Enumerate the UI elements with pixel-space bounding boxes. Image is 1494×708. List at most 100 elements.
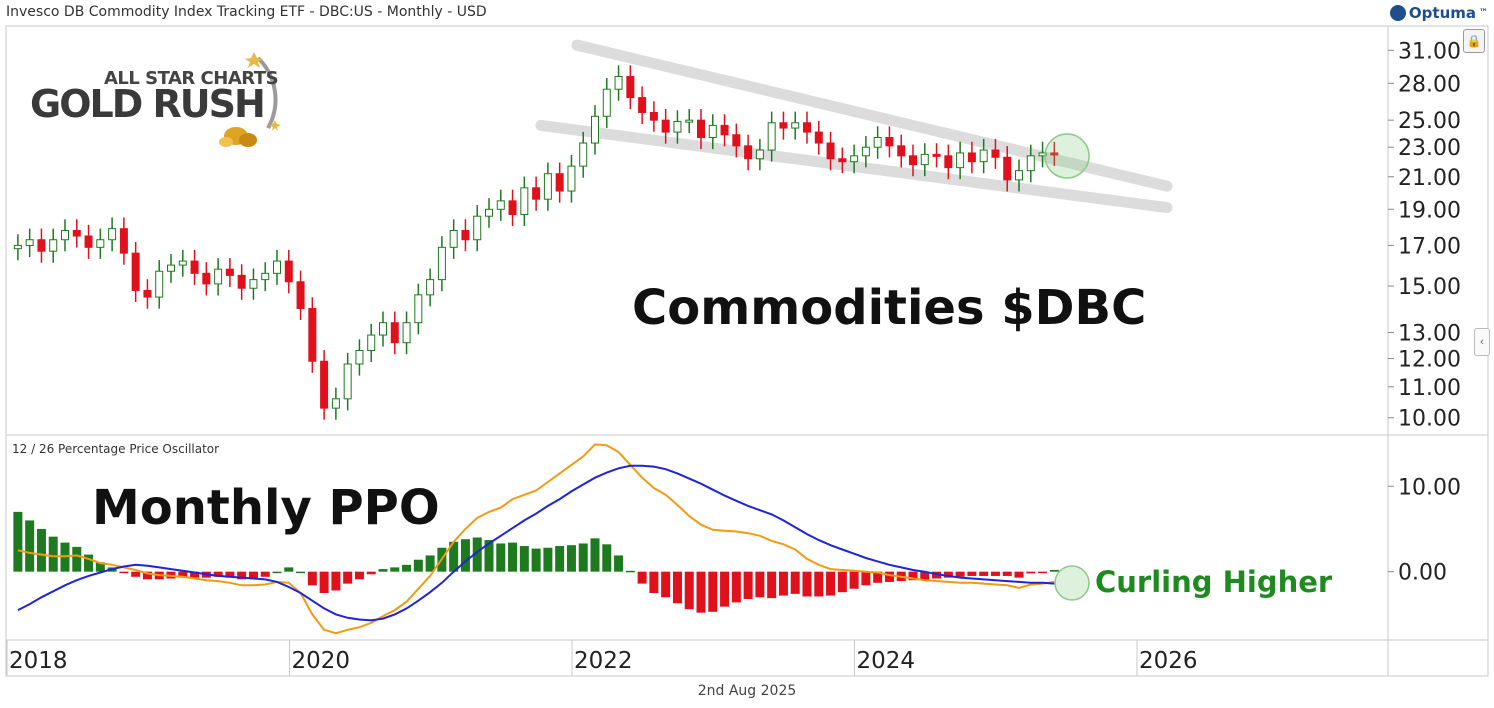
candle-body — [308, 307, 317, 362]
ppo-histogram-bar — [413, 559, 423, 572]
ppo-histogram-bar — [13, 511, 23, 572]
logo-line1: ALL STAR CHARTS — [104, 68, 279, 89]
time-axis: 2018 2020 2022 2024 2026 — [6, 640, 1198, 676]
ppo-histogram-bar — [508, 542, 518, 572]
price-tick-label: 19.00 — [1398, 198, 1461, 223]
price-tick-label: 11.00 — [1398, 376, 1461, 401]
candle-body — [155, 270, 164, 298]
ppo-histogram-bar — [25, 520, 35, 572]
ppo-histogram-bar — [849, 571, 859, 589]
candle-body — [814, 131, 823, 144]
highlight-circle-price — [1044, 133, 1090, 179]
ppo-histogram-bar — [284, 567, 294, 572]
candle-body — [767, 122, 776, 151]
candle-body — [826, 142, 835, 160]
year-tick-label: 2026 — [1139, 648, 1198, 674]
price-tick-label: 13.00 — [1398, 322, 1461, 347]
price-tick-label: 23.00 — [1398, 136, 1461, 161]
candle-body — [202, 272, 211, 285]
ppo-histogram-bar — [684, 571, 694, 610]
ppo-histogram-bar — [95, 562, 105, 572]
ppo-tick-label: 10.00 — [1398, 475, 1461, 500]
candle-body — [261, 272, 270, 281]
monthly-ppo-label: Monthly PPO — [92, 480, 440, 536]
ppo-histogram-bar — [449, 541, 459, 572]
candle-body — [685, 119, 694, 123]
ppo-histogram-bar — [672, 571, 682, 604]
price-tick-label: 12.00 — [1398, 348, 1461, 373]
ppo-histogram-bar — [908, 571, 918, 581]
ppo-histogram-bar — [767, 571, 777, 599]
ppo-histogram-bar — [519, 546, 529, 572]
candle-body — [638, 97, 647, 113]
ppo-histogram-bar — [142, 571, 152, 580]
ppo-histogram-bar — [826, 571, 836, 596]
candle-body — [555, 173, 564, 192]
year-tick-label: 2024 — [857, 648, 916, 674]
candle-body — [296, 281, 305, 309]
candle-body — [426, 279, 435, 296]
candle-body — [343, 363, 352, 400]
ppo-histogram-bar — [1014, 571, 1024, 578]
price-tick-label: 25.00 — [1398, 109, 1461, 134]
ppo-histogram-bar — [307, 571, 317, 586]
candle-body — [131, 252, 140, 291]
price-tick-label: 15.00 — [1398, 275, 1461, 300]
ppo-histogram-bar — [119, 571, 129, 574]
optuma-logo-icon — [1389, 5, 1406, 21]
candle-body — [508, 200, 517, 215]
ppo-histogram-bar — [402, 564, 412, 572]
candle-body — [979, 149, 988, 163]
price-tick-label: 17.00 — [1398, 234, 1461, 259]
candle-body — [284, 260, 293, 283]
candle-body — [225, 268, 234, 276]
candle-body — [273, 260, 281, 274]
candle-body — [25, 239, 34, 246]
ppo-histogram-bar — [319, 571, 329, 594]
ppo-histogram-bar — [354, 571, 364, 580]
price-tick-label: 31.00 — [1398, 39, 1461, 64]
ppo-histogram-bar — [649, 571, 659, 594]
ppo-histogram-bar — [814, 571, 824, 597]
candle-body — [49, 239, 58, 252]
candle-body — [237, 274, 246, 289]
candle-body — [861, 146, 870, 157]
ppo-histogram-bar — [920, 571, 930, 581]
candle-body — [661, 119, 670, 133]
optuma-brand-label: Optuma — [1408, 4, 1476, 22]
chevron-left-icon[interactable]: ‹ — [1474, 328, 1490, 356]
candle-body — [932, 153, 941, 157]
candle-body — [909, 155, 917, 166]
ppo-histogram-bar — [590, 538, 600, 572]
candle-body — [532, 187, 541, 200]
commodities-label: Commodities $DBC — [632, 280, 1147, 336]
ppo-histogram-bar — [425, 555, 435, 572]
candle-body — [61, 229, 69, 241]
ppo-histogram-bar — [602, 544, 612, 572]
ppo-histogram-bar — [1026, 571, 1036, 574]
highlight-circles — [1044, 133, 1090, 601]
ppo-histogram-bar — [979, 571, 989, 576]
candle-body — [649, 111, 658, 121]
ppo-histogram-bar — [272, 571, 282, 574]
candle-body — [885, 137, 894, 147]
ppo-histogram-bar — [472, 537, 482, 572]
gold-rush-logo: ALL STAR CHARTS GOLD RUSH — [28, 50, 293, 150]
candle-body — [1038, 152, 1047, 157]
ppo-histogram-bar — [790, 571, 800, 594]
ppo-histogram-bar — [531, 548, 541, 572]
ppo-histogram-bar — [637, 571, 647, 584]
optuma-brand: Optuma ™ — [1389, 4, 1488, 22]
ppo-histogram-bar — [496, 543, 506, 572]
ppo-histogram-bar — [213, 571, 223, 577]
lock-icon[interactable]: 🔒 — [1463, 29, 1485, 53]
candle-body — [579, 142, 588, 167]
ppo-histogram-bar — [131, 571, 141, 577]
ppo-histogram-bar — [248, 571, 258, 579]
ppo-histogram-bar — [884, 571, 894, 582]
candle-body — [249, 279, 258, 289]
candle-body — [543, 173, 552, 200]
candle-body — [967, 152, 976, 163]
